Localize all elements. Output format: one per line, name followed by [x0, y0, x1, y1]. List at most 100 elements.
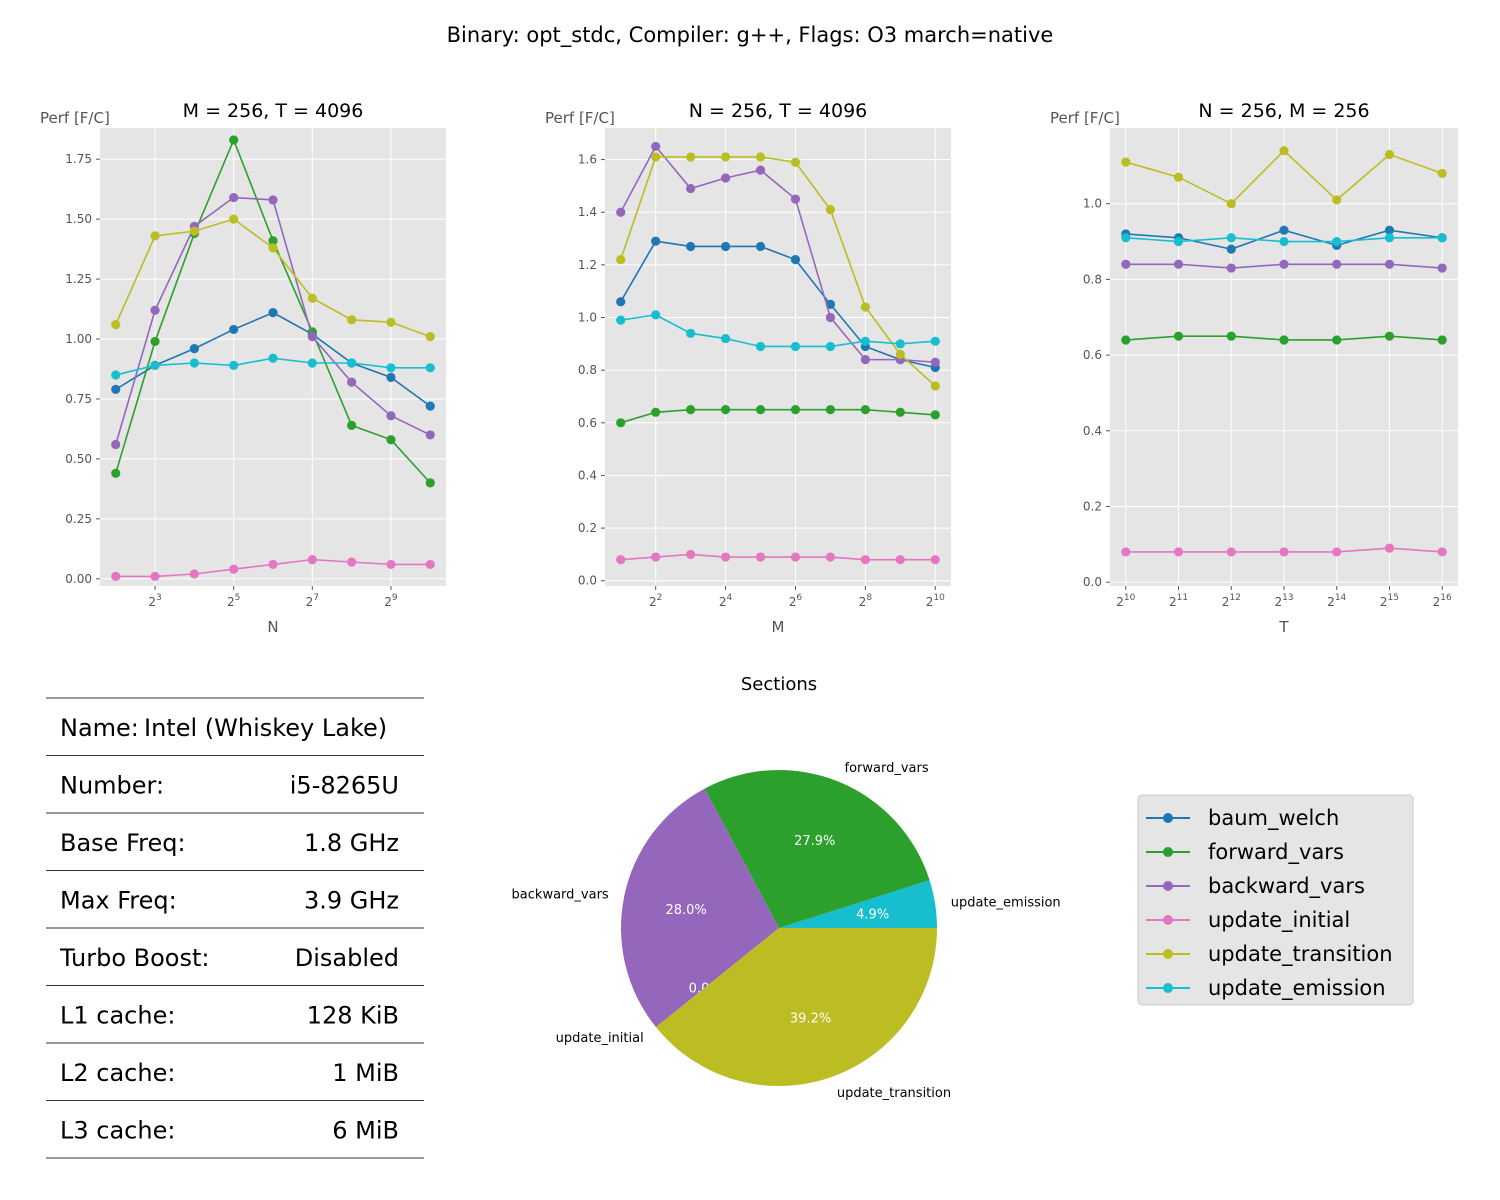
x-tick-label: 216 [1433, 593, 1452, 609]
data-point-forward_vars [111, 468, 121, 478]
x-tick-label: 215 [1380, 593, 1399, 609]
info-row-label: Turbo Boost: [59, 944, 209, 972]
y-tick-label: 0.2 [1083, 500, 1102, 514]
y-tick-label: 0.8 [578, 363, 597, 377]
info-row-value: 1 MiB [332, 1059, 399, 1087]
data-point-backward_vars [616, 207, 626, 217]
data-point-backward_vars [755, 165, 766, 175]
data-point-forward_vars [1121, 335, 1131, 345]
y-tick-label: 1.50 [65, 212, 92, 226]
pie-title: Sections [741, 674, 817, 695]
data-point-update_transition [1121, 157, 1131, 167]
data-point-forward_vars [1437, 335, 1447, 345]
pie-percent-label: 39.2% [790, 1011, 831, 1026]
data-point-forward_vars [790, 405, 801, 415]
data-point-update_initial [895, 555, 905, 565]
pie-slice-label: update_emission [951, 895, 1061, 910]
data-point-baum_welch [229, 324, 239, 335]
x-tick-label: 210 [1116, 593, 1135, 609]
data-point-update_transition [616, 255, 626, 265]
data-point-backward_vars [1173, 259, 1184, 269]
data-point-baum_welch [1384, 225, 1395, 235]
data-point-update_initial [616, 555, 626, 565]
data-point-update_initial [1173, 547, 1184, 557]
y-tick-label: 0.0 [1083, 575, 1102, 589]
data-point-update_transition [860, 302, 870, 312]
data-point-update_initial [930, 555, 940, 565]
pie-slice-forward_vars [704, 770, 930, 928]
x-tick-label: 24 [719, 593, 733, 609]
plot-perf-vs-m: 0.0 0.2 0.4 0.6 0.8 1.0 1.2 1.4 1.6 22 24 26 28 210 N … [545, 100, 951, 636]
x-tick-label: 27 [306, 593, 319, 609]
info-row-label: Base Freq: [60, 829, 186, 857]
data-point-backward_vars [1437, 263, 1447, 273]
data-point-update_transition [268, 243, 278, 253]
data-point-update_transition [790, 157, 801, 167]
data-point-forward_vars [386, 435, 396, 445]
data-point-backward_vars [860, 355, 870, 365]
data-point-update_emission [790, 341, 801, 352]
data-point-update_transition [1226, 199, 1236, 209]
info-row-value: 3.9 GHz [304, 886, 399, 914]
x-axis-label: T [1278, 618, 1289, 636]
y-tick-label: 1.4 [578, 205, 597, 219]
legend-label-update_emission: update_emission [1208, 976, 1386, 1001]
data-point-update_transition [1384, 149, 1395, 160]
data-point-update_emission [686, 328, 696, 338]
data-point-update_transition [1437, 168, 1447, 179]
data-point-forward_vars [347, 420, 357, 430]
series-line-backward_vars [620, 144, 936, 364]
data-point-update_transition [1173, 172, 1184, 182]
pie-percent-label: 27.9% [794, 834, 835, 849]
data-point-update_transition [347, 315, 357, 325]
data-point-update_initial [189, 569, 199, 579]
legend: baum_welch forward_vars backward_varsupdat… [1137, 794, 1414, 1006]
series-line-update_transition [619, 156, 936, 387]
data-point-backward_vars [1332, 259, 1342, 269]
data-point-update_emission [1332, 236, 1342, 247]
pie-slice-label: update_initial [556, 1031, 644, 1046]
info-row-label: Name: [60, 714, 139, 742]
y-tick-label: 1.75 [65, 152, 92, 166]
data-point-baum_welch [268, 308, 278, 318]
data-point-forward_vars [720, 405, 731, 415]
data-point-forward_vars [755, 405, 766, 415]
data-point-update_transition [895, 349, 905, 359]
data-point-forward_vars [1332, 335, 1342, 345]
data-point-backward_vars [825, 312, 836, 323]
info-row-label: Number: [60, 771, 164, 799]
data-point-update_emission [825, 341, 836, 352]
data-point-baum_welch [189, 344, 199, 354]
data-point-forward_vars [895, 407, 905, 417]
data-point-backward_vars [150, 305, 160, 315]
data-point-baum_welch [755, 241, 766, 252]
legend-marker-update_emission [1163, 983, 1173, 993]
data-point-update_initial [1279, 547, 1289, 557]
y-tick-label: 0.4 [578, 468, 597, 482]
info-row-label: Max Freq: [60, 886, 177, 914]
pie-slice-label: update_transition [837, 1086, 951, 1101]
data-point-forward_vars [616, 418, 626, 428]
legend-marker-forward_vars [1163, 847, 1173, 857]
data-point-baum_welch [686, 241, 696, 252]
data-point-baum_welch [386, 372, 396, 382]
data-point-forward_vars [825, 405, 836, 415]
y-tick-label: 0.25 [65, 512, 92, 526]
data-point-forward_vars [229, 135, 239, 145]
data-point-baum_welch [616, 297, 626, 307]
data-point-update_transition [686, 152, 696, 162]
pie-slice-update_emission [779, 880, 937, 928]
data-point-baum_welch [1226, 244, 1236, 254]
info-row-value: i5-8265U [290, 771, 399, 799]
data-point-backward_vars [1121, 259, 1131, 269]
data-point-update_emission [386, 363, 396, 373]
data-point-update_initial [755, 552, 766, 562]
y-tick-label: 0.75 [65, 392, 92, 406]
data-point-backward_vars [386, 411, 396, 421]
x-tick-label: 23 [148, 593, 161, 609]
data-point-update_emission [347, 358, 357, 368]
data-point-backward_vars [1384, 259, 1395, 269]
data-point-update_initial [1226, 547, 1236, 557]
info-row-value: Intel (Whiskey Lake) [144, 714, 387, 742]
